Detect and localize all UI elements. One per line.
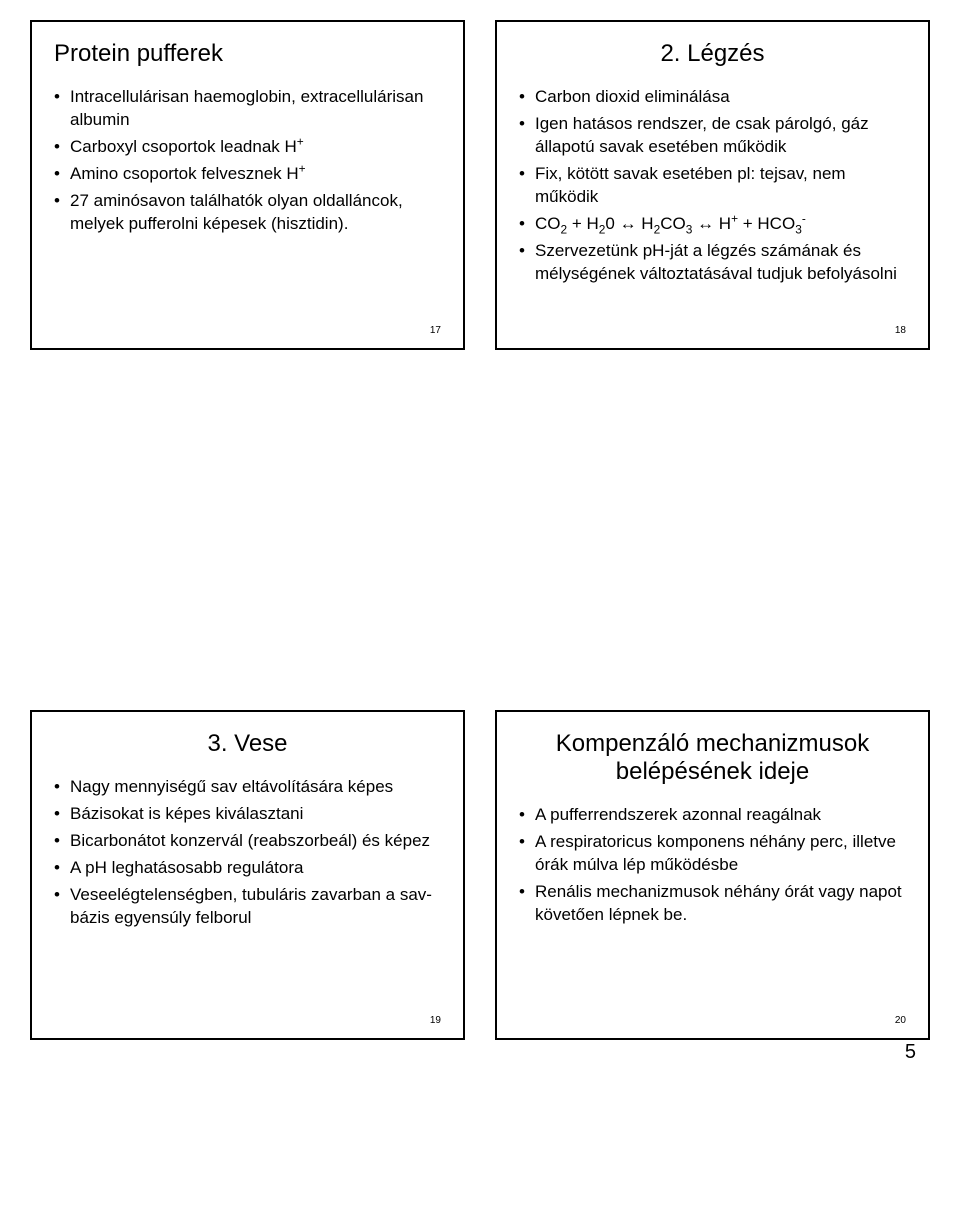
slide-17: Protein pufferek Intracellulárisan haemo… (30, 20, 465, 350)
list-item: Szervezetünk pH-ját a légzés számának és… (519, 240, 906, 286)
slide-title: 3. Vese (54, 730, 441, 758)
slide-number: 20 (519, 1007, 906, 1026)
list-item: Fix, kötött savak esetében pl: tejsav, n… (519, 163, 906, 209)
slide-title: Kompenzáló mechanizmusok belépésének ide… (519, 730, 906, 786)
list-item: Igen hatásos rendszer, de csak párolgó, … (519, 113, 906, 159)
list-item: Carboxyl csoportok leadnak H+ (54, 136, 441, 159)
bullet-list: Nagy mennyiségű sav eltávolítására képes… (54, 776, 441, 1007)
list-item: Nagy mennyiségű sav eltávolítására képes (54, 776, 441, 799)
list-item: 27 aminósavon találhatók olyan oldallánc… (54, 190, 441, 236)
list-item: A respiratoricus komponens néhány perc, … (519, 831, 906, 877)
list-item: Amino csoportok felvesznek H+ (54, 163, 441, 186)
list-item: Renális mechanizmusok néhány órát vagy n… (519, 881, 906, 927)
list-item: CO2 + H20 ↔ H2CO3 ↔ H+ + HCO3- (519, 213, 906, 236)
slide-20: Kompenzáló mechanizmusok belépésének ide… (495, 710, 930, 1040)
slide-title: Protein pufferek (54, 40, 441, 68)
slide-title: 2. Légzés (519, 40, 906, 68)
slide-grid: Protein pufferek Intracellulárisan haemo… (30, 20, 930, 1040)
list-item: Veseelégtelenségben, tubuláris zavarban … (54, 884, 441, 930)
list-item: Intracellulárisan haemoglobin, extracell… (54, 86, 441, 132)
list-item: A pH leghatásosabb regulátora (54, 857, 441, 880)
slide-19: 3. Vese Nagy mennyiségű sav eltávolításá… (30, 710, 465, 1040)
bullet-list: A pufferrendszerek azonnal reagálnak A r… (519, 804, 906, 1007)
slide-18: 2. Légzés Carbon dioxid eliminálása Igen… (495, 20, 930, 350)
slide-number: 18 (519, 317, 906, 336)
list-item: Bicarbonátot konzervál (reabszorbeál) és… (54, 830, 441, 853)
slide-number: 19 (54, 1007, 441, 1026)
page-number: 5 (905, 1041, 916, 1064)
list-item: Carbon dioxid eliminálása (519, 86, 906, 109)
list-item: Bázisokat is képes kiválasztani (54, 803, 441, 826)
list-item: A pufferrendszerek azonnal reagálnak (519, 804, 906, 827)
slide-number: 17 (54, 317, 441, 336)
bullet-list: Carbon dioxid eliminálása Igen hatásos r… (519, 86, 906, 317)
page: Protein pufferek Intracellulárisan haemo… (0, 0, 960, 1070)
bullet-list: Intracellulárisan haemoglobin, extracell… (54, 86, 441, 317)
